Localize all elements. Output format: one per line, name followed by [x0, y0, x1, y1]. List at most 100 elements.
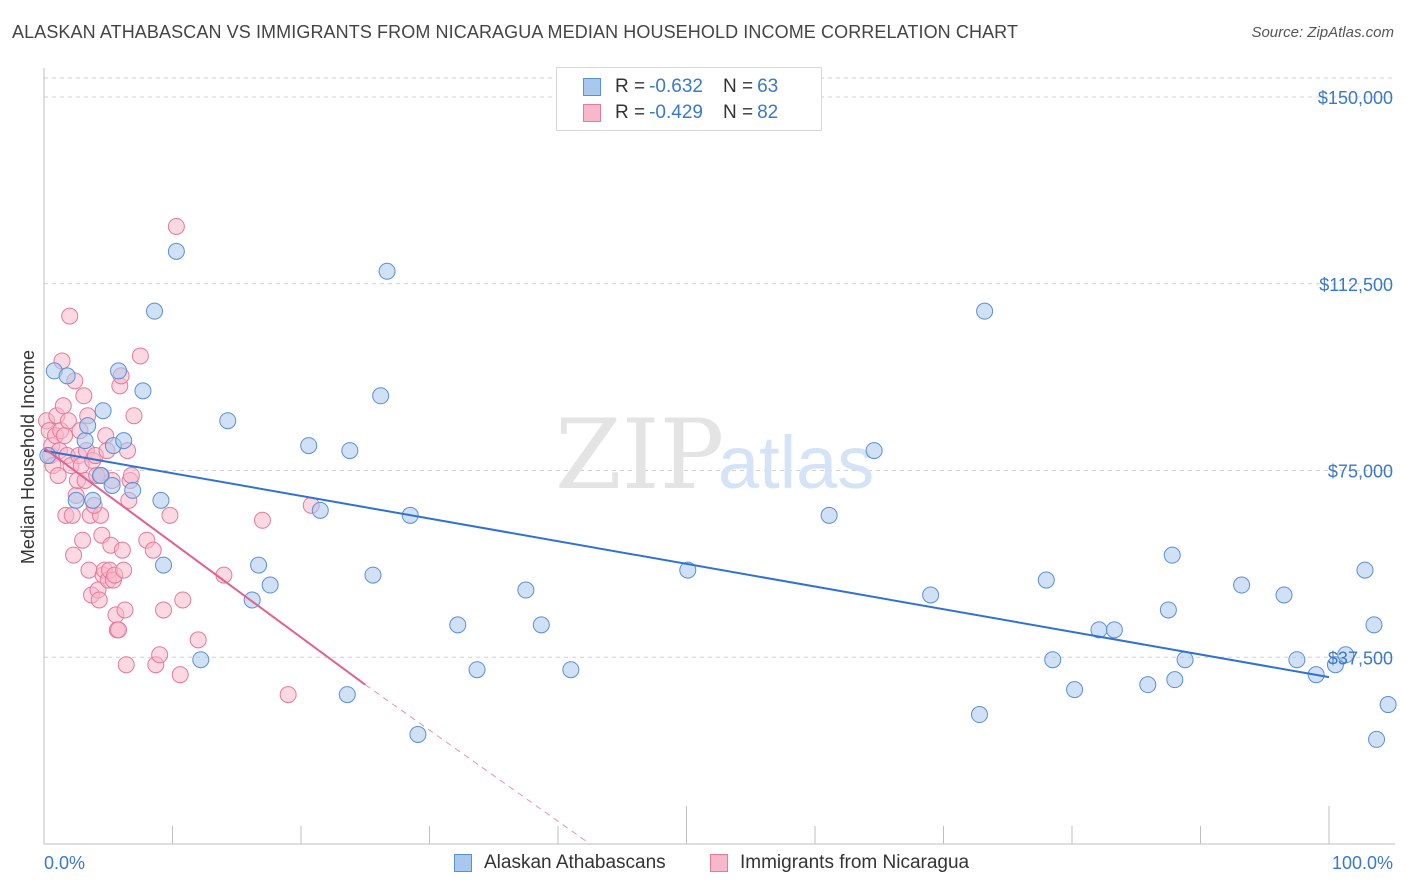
bottom-legend-label-pink: Immigrants from Nicaragua	[740, 852, 970, 873]
athabascan-point	[152, 491, 170, 509]
nicaragua-point	[155, 601, 173, 619]
athabascan-point	[532, 616, 550, 634]
athabascan-point	[67, 491, 85, 509]
athabascan-point	[58, 367, 76, 385]
nicaragua-point	[253, 511, 271, 529]
athabascan-point	[311, 501, 329, 519]
nicaragua-point	[59, 412, 77, 430]
athabascan-point	[84, 491, 102, 509]
legend-n-label: N =	[722, 76, 754, 97]
athabascan-point	[1288, 651, 1306, 669]
athabascan-point	[865, 442, 883, 460]
nicaragua-point	[74, 531, 92, 549]
nicaragua-point	[80, 561, 98, 579]
nicaragua-point	[161, 506, 179, 524]
y-tick-labels: $37,500 $75,000 $112,500 $150,000	[1318, 88, 1393, 668]
chart-title: ALASKAN ATHABASCAN VS IMMIGRANTS FROM NI…	[12, 22, 1019, 42]
athabascan-point	[261, 576, 279, 594]
legend-n-value: 82	[757, 102, 779, 123]
x-tick-label-max: 100.0%	[1332, 853, 1393, 873]
athabascan-point	[92, 466, 110, 484]
nicaragua-point	[54, 397, 72, 415]
legend-swatch-blue	[583, 78, 601, 96]
x-tick-label-min: 0.0%	[44, 853, 85, 873]
athabascan-point	[820, 506, 838, 524]
athabascan-point	[562, 661, 580, 679]
nicaragua-point	[131, 347, 149, 365]
athabascan-point	[76, 432, 94, 450]
nicaragua-point	[151, 646, 169, 664]
nicaragua-point	[279, 686, 297, 704]
bottom-legend-swatch-pink	[710, 854, 728, 872]
nicaragua-point	[174, 591, 192, 609]
nicaragua-point	[61, 307, 79, 325]
nicaragua-point	[56, 427, 74, 445]
athabascan-point	[1066, 681, 1084, 699]
athabascan-point	[1105, 621, 1123, 639]
nicaragua-point	[75, 387, 93, 405]
athabascan-point	[372, 387, 390, 405]
nicaragua-point	[116, 601, 134, 619]
athabascan-point	[110, 362, 128, 380]
athabascan-point	[1368, 730, 1386, 748]
y-axis-label: Median Household Income	[18, 350, 38, 564]
athabascan-point	[1037, 571, 1055, 589]
athabascan-point	[155, 556, 173, 574]
athabascan-point	[1326, 656, 1344, 674]
nicaragua-point	[144, 541, 162, 559]
nicaragua-point	[115, 561, 133, 579]
nicaragua-point	[63, 506, 81, 524]
athabascan-point	[378, 262, 396, 280]
legend-r-label: R =	[615, 102, 646, 123]
bottom-legend-label-blue: Alaskan Athabascans	[484, 852, 666, 873]
athabascan-point	[192, 651, 210, 669]
watermark: ZIP atlas	[555, 399, 874, 511]
y-tick-label: $112,500	[1319, 275, 1393, 295]
athabascan-point	[300, 437, 318, 455]
athabascan-point	[1337, 646, 1355, 664]
athabascan-point	[970, 706, 988, 724]
athabascan-point	[1233, 576, 1251, 594]
y-tick-label: $37,500	[1328, 648, 1393, 668]
watermark-zip: ZIP	[555, 399, 724, 511]
athabascan-point	[250, 556, 268, 574]
legend-row-athabascan: R = -0.632 N = 63	[583, 75, 778, 99]
legend-n-label: N =	[722, 102, 754, 123]
nicaragua-point	[113, 541, 131, 559]
athabascan-point	[79, 417, 97, 435]
athabascan-point	[1275, 586, 1293, 604]
series-nicaragua-points	[38, 217, 320, 704]
bottom-legend-swatch-blue	[454, 854, 472, 872]
bottom-legend-nicaragua: Immigrants from Nicaragua	[710, 852, 969, 874]
athabascan-point	[341, 442, 359, 460]
athabascan-point	[517, 581, 535, 599]
athabascan-point	[124, 481, 142, 499]
nicaragua-point	[171, 666, 189, 684]
legend-r-value: -0.632	[649, 76, 703, 97]
nicaragua-point	[49, 466, 67, 484]
legend: R = -0.632 N = 63 R = -0.429 N = 82	[556, 67, 822, 131]
legend-r-value: -0.429	[649, 102, 703, 123]
source-label: Source: ZipAtlas.com	[1251, 24, 1394, 41]
nicaragua-point	[189, 631, 207, 649]
athabascan-point	[679, 561, 697, 579]
trend-lines	[43, 447, 1330, 845]
athabascan-point	[1166, 671, 1184, 689]
athabascan-point	[976, 302, 994, 320]
athabascan-point	[338, 686, 356, 704]
y-tick-label: $75,000	[1328, 462, 1393, 482]
nicaragua-point	[110, 621, 128, 639]
watermark-atlas: atlas	[718, 421, 874, 504]
athabascan-point	[409, 725, 427, 743]
nicaragua-point	[117, 656, 135, 674]
athabascan-point	[468, 661, 486, 679]
athabascan-point	[1139, 676, 1157, 694]
athabascan-point	[1044, 651, 1062, 669]
athabascan-point	[1163, 546, 1181, 564]
athabascan-trend-line	[43, 449, 1330, 679]
legend-row-nicaragua: R = -0.429 N = 82	[583, 101, 778, 125]
athabascan-point	[1356, 561, 1374, 579]
athabascan-point	[146, 302, 164, 320]
athabascan-point	[364, 566, 382, 584]
